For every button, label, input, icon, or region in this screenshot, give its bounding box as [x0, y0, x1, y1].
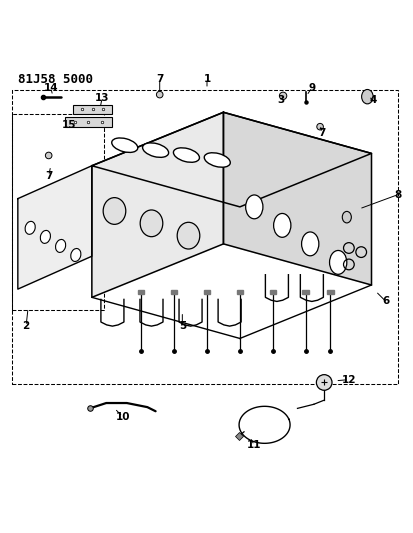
Text: 15: 15: [62, 119, 76, 130]
Text: 9: 9: [308, 83, 315, 93]
Text: 11: 11: [247, 440, 261, 450]
Text: 2: 2: [22, 321, 30, 331]
Ellipse shape: [103, 198, 126, 224]
Ellipse shape: [204, 153, 230, 167]
Ellipse shape: [245, 195, 262, 219]
Polygon shape: [73, 105, 112, 114]
Polygon shape: [223, 112, 370, 285]
Ellipse shape: [112, 138, 138, 152]
Ellipse shape: [55, 239, 66, 253]
Ellipse shape: [173, 148, 199, 162]
Ellipse shape: [45, 152, 52, 159]
Text: 7: 7: [45, 171, 52, 181]
Ellipse shape: [71, 248, 81, 262]
Ellipse shape: [25, 221, 35, 235]
Text: 5: 5: [178, 321, 185, 331]
Text: 81J58 5000: 81J58 5000: [18, 73, 93, 86]
Bar: [269, 290, 275, 294]
Ellipse shape: [342, 212, 351, 223]
Text: 10: 10: [115, 411, 130, 422]
Bar: [236, 290, 242, 294]
Text: 12: 12: [341, 375, 355, 385]
Ellipse shape: [273, 213, 290, 237]
Ellipse shape: [142, 143, 168, 157]
Text: 8: 8: [394, 190, 401, 199]
Text: 6: 6: [381, 296, 389, 306]
Ellipse shape: [361, 90, 372, 104]
Polygon shape: [18, 166, 92, 289]
Ellipse shape: [301, 232, 318, 256]
Text: 4: 4: [369, 95, 376, 105]
Ellipse shape: [177, 222, 199, 249]
Bar: [138, 290, 144, 294]
Ellipse shape: [279, 92, 286, 100]
Bar: [12, 115, 104, 310]
Ellipse shape: [316, 124, 323, 130]
Bar: [326, 290, 333, 294]
Polygon shape: [92, 112, 370, 207]
Text: 3: 3: [277, 95, 284, 105]
Text: 7: 7: [318, 128, 325, 138]
Text: 7: 7: [156, 75, 163, 84]
Bar: [12, 90, 397, 384]
Bar: [171, 290, 177, 294]
Bar: [301, 290, 308, 294]
Text: 14: 14: [43, 83, 58, 93]
Ellipse shape: [329, 251, 346, 274]
Ellipse shape: [40, 230, 50, 244]
Ellipse shape: [316, 375, 331, 390]
Text: 1: 1: [203, 75, 210, 84]
Bar: [203, 290, 210, 294]
Text: 13: 13: [95, 93, 109, 103]
Polygon shape: [65, 117, 112, 127]
Ellipse shape: [156, 91, 163, 98]
Ellipse shape: [140, 210, 162, 237]
Polygon shape: [92, 112, 223, 297]
